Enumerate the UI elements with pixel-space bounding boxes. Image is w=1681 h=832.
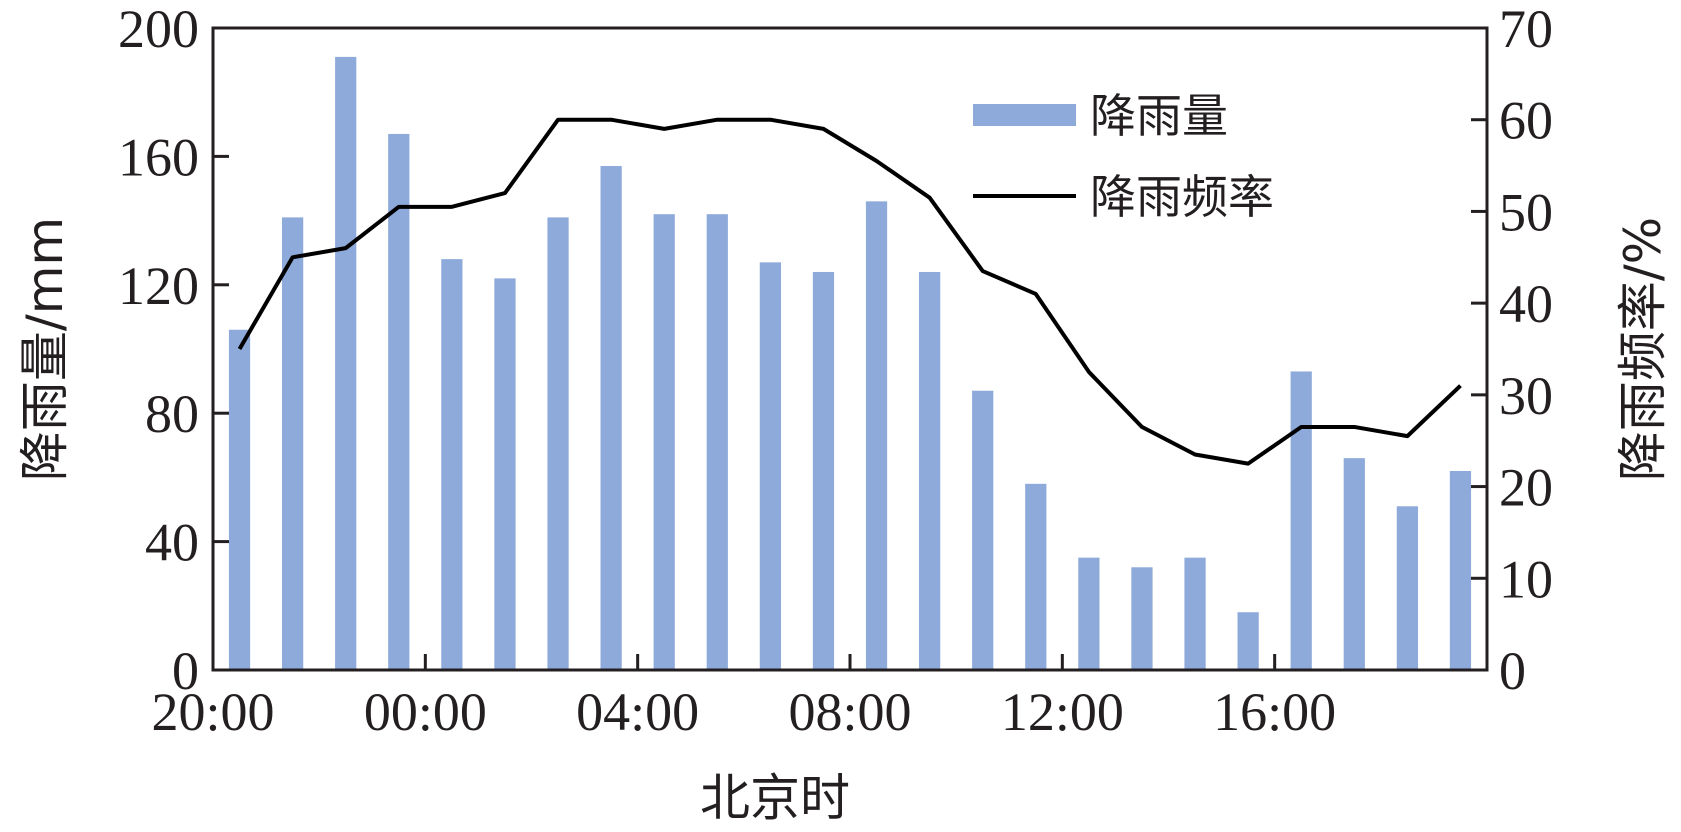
y2-axis-title: 降雨频率/% [1614, 217, 1672, 481]
bar-16:00 [1290, 371, 1312, 670]
bar-18:00 [1396, 506, 1418, 670]
y-tick-label-40: 40 [145, 513, 199, 573]
bar-04:00 [653, 214, 675, 670]
bar-08:00 [865, 201, 888, 670]
bars-layer [228, 56, 1472, 670]
y-tick-label-160: 160 [118, 127, 199, 187]
bar-22:00 [335, 56, 357, 670]
y-tick-label-120: 120 [118, 256, 199, 316]
y2-tick-label-70: 70 [1499, 0, 1553, 59]
bar-09:00 [919, 271, 941, 670]
bar-14:00 [1184, 557, 1206, 670]
y-tick-label-0: 0 [172, 641, 199, 701]
legend-label-frequency: 降雨频率 [1090, 170, 1274, 224]
bar-06:00 [759, 262, 781, 670]
bar-03:00 [600, 166, 622, 670]
y-axis-title: 降雨量/mm [16, 217, 74, 481]
y2-tick-label-20: 20 [1499, 458, 1553, 518]
legend-swatch-rainfall [973, 104, 1076, 126]
left-axis-ticks: 0 40 80 120 160 200 [118, 0, 229, 701]
bar-17:00 [1343, 458, 1365, 670]
x-tick-label-20:00: 20:00 [151, 682, 274, 742]
frequency-line [237, 117, 1462, 466]
x-tick-label-04:00: 04:00 [576, 682, 699, 742]
y2-tick-label-30: 30 [1499, 366, 1553, 426]
bar-10:00 [972, 390, 994, 670]
x-axis-ticks: 20:00 00:00 04:00 08:00 12:00 16:00 [151, 654, 1336, 742]
y2-tick-label-50: 50 [1499, 182, 1553, 242]
x-tick-label-16:00: 16:00 [1213, 682, 1336, 742]
bar-23:00 [388, 133, 410, 670]
bar-05:00 [706, 214, 728, 670]
x-tick-label-12:00: 12:00 [1001, 682, 1124, 742]
bar-11:00 [1025, 483, 1047, 670]
right-axis-ticks: 0 10 20 30 40 50 60 70 [1471, 0, 1553, 701]
legend: 降雨量 降雨频率 [973, 89, 1274, 224]
bar-12:00 [1078, 557, 1100, 670]
y2-tick-label-40: 40 [1499, 274, 1553, 334]
bar-07:00 [812, 271, 835, 670]
x-tick-label-00:00: 00:00 [364, 682, 487, 742]
bar-01:00 [494, 278, 516, 670]
y2-tick-label-60: 60 [1499, 91, 1553, 151]
bar-00:00 [441, 259, 463, 670]
bar-21:00 [282, 217, 304, 670]
bar-15:00 [1237, 612, 1259, 670]
y2-tick-label-0: 0 [1499, 641, 1526, 701]
bar-19:00 [1449, 470, 1472, 670]
legend-label-rainfall: 降雨量 [1090, 89, 1228, 143]
bar-13:00 [1131, 567, 1153, 670]
bar-20:00 [228, 329, 251, 670]
bar-02:00 [547, 217, 569, 670]
x-axis-title: 北京时 [700, 769, 850, 827]
x-tick-label-08:00: 08:00 [788, 682, 911, 742]
y2-tick-label-10: 10 [1499, 549, 1553, 609]
y-tick-label-200: 200 [118, 0, 199, 59]
y-tick-label-80: 80 [145, 384, 199, 444]
